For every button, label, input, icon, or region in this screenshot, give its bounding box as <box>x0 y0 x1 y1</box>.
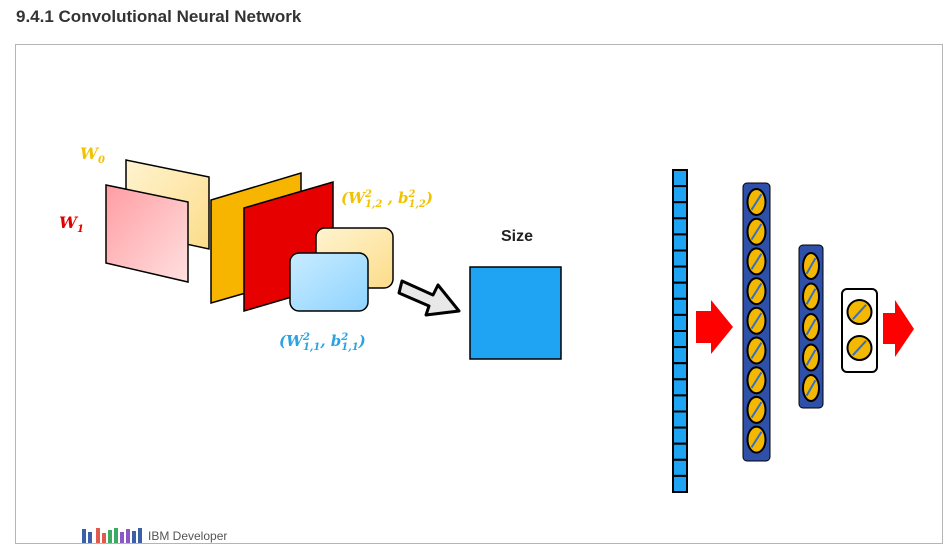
input-cell <box>672 313 688 332</box>
hidden-layer-2-nodes <box>802 252 820 402</box>
input-cell <box>672 474 688 493</box>
neuron-node <box>746 247 767 276</box>
red-arrow-2 <box>883 300 914 357</box>
input-cell <box>672 169 688 188</box>
neuron-node <box>746 425 767 454</box>
page-title: 9.4.1 Convolutional Neural Network <box>16 7 302 26</box>
filter-w1-plane <box>105 184 189 283</box>
input-cell <box>672 330 688 349</box>
input-cell <box>672 426 688 445</box>
input-cell <box>672 458 688 477</box>
label-w1: W1 <box>59 213 84 236</box>
neuron-node <box>746 366 767 395</box>
neuron-node <box>802 343 820 372</box>
input-cell <box>672 249 688 268</box>
input-cell <box>672 217 688 236</box>
ibm-developer-logo <box>82 528 142 543</box>
input-cell <box>672 281 688 300</box>
neuron-node <box>846 299 873 325</box>
output-square <box>469 266 562 360</box>
feature-map-light-blue <box>289 252 369 312</box>
neuron-node <box>746 336 767 365</box>
neuron-node <box>802 282 820 311</box>
input-cell <box>672 346 688 365</box>
output-layer-nodes <box>846 299 873 361</box>
neuron-node <box>746 217 767 246</box>
neuron-node <box>802 313 820 341</box>
neuron-node <box>802 374 820 402</box>
neuron-node <box>746 395 767 424</box>
hollow-arrow <box>397 279 461 317</box>
input-cell <box>672 378 688 397</box>
neuron-node <box>746 277 767 306</box>
input-cell <box>672 233 688 252</box>
input-cell <box>672 394 688 413</box>
input-cell <box>672 185 688 204</box>
neuron-node <box>746 188 767 216</box>
neuron-node <box>802 252 820 280</box>
size-label: Size <box>501 228 534 245</box>
hidden-layer-1-nodes <box>746 188 767 454</box>
cnn-diagram <box>82 159 914 543</box>
input-cell <box>672 442 688 461</box>
input-cell <box>672 265 688 284</box>
label-w0: W0 <box>80 144 105 167</box>
neuron-node <box>846 335 873 361</box>
footer-text: IBM Developer <box>148 529 228 543</box>
input-cell <box>672 297 688 316</box>
neuron-node <box>746 306 767 335</box>
input-cell <box>672 410 688 429</box>
input-cell <box>672 362 688 381</box>
label-w12-b12: (W21,2 , b21,2) <box>341 189 433 210</box>
input-cell <box>672 201 688 220</box>
red-arrow-1 <box>696 300 733 354</box>
input-vector <box>672 169 688 493</box>
label-w11-b11: (W21,1, b21,1) <box>279 332 366 353</box>
cnn-figure: W0 W1 (W21,2 , b21,2) (W21,1, b21,1) Siz… <box>15 44 943 544</box>
